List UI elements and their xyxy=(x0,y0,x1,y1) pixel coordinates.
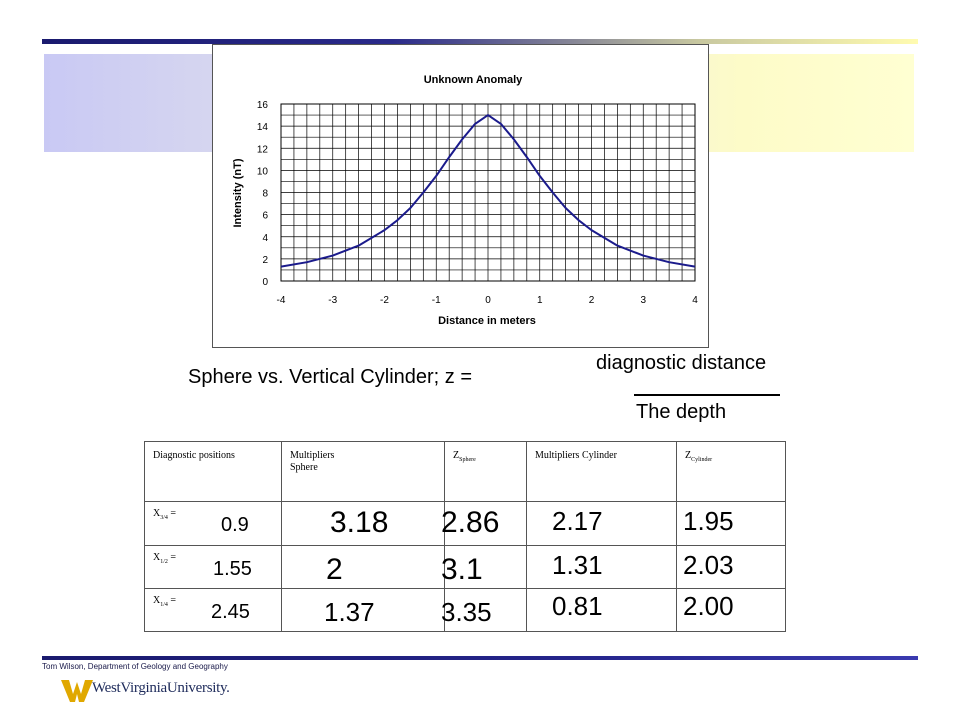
bottom-rule xyxy=(42,656,918,660)
header-multipliers-cylinder: Multipliers Cylinder xyxy=(526,441,677,502)
cell-mult-sphere: 2 xyxy=(281,545,445,589)
position-value: 1.55 xyxy=(213,558,252,580)
table-row: X3/4 = 0.9 3.18 2.86 2.17 1.95 xyxy=(144,501,786,546)
y-tick-label: 14 xyxy=(257,122,269,133)
y-tick-label: 2 xyxy=(262,255,268,266)
cell-z-sphere: 3.35 xyxy=(441,588,527,632)
cell-z-cylinder: 2.03 xyxy=(676,545,786,589)
cell-z-sphere: 3.1 xyxy=(441,545,527,589)
anomaly-chart: Unknown Anomaly Intensity (nT) Distance … xyxy=(212,44,709,348)
chart-x-axis-label: Distance in meters xyxy=(438,315,536,327)
footer-credit: Tom Wilson, Department of Geology and Ge… xyxy=(42,662,228,671)
wvu-logo-icon xyxy=(61,680,93,702)
y-tick-label: 12 xyxy=(257,144,269,155)
cell-mult-cylinder: 2.17 xyxy=(526,501,677,546)
series-line xyxy=(280,114,696,268)
formula-denominator: The depth xyxy=(636,401,727,423)
y-tick-label: 16 xyxy=(257,100,269,111)
cell-z-cylinder: 1.95 xyxy=(676,501,786,546)
y-tick-label: 0 xyxy=(262,277,268,288)
cell-mult-sphere: 3.18 xyxy=(281,501,445,546)
cell-position: X1/4 = 2.45 xyxy=(144,588,282,632)
header-z-cylinder: ZCylinder xyxy=(676,441,786,502)
x-tick-label: -3 xyxy=(328,295,337,306)
x-tick-label: 2 xyxy=(589,295,595,306)
fraction-bar xyxy=(634,394,780,396)
university-logo-text: WestVirginiaUniversity. xyxy=(92,680,230,696)
position-value: 2.45 xyxy=(211,601,250,623)
y-tick-label: 10 xyxy=(257,166,269,177)
chart-svg: Unknown Anomaly Intensity (nT) Distance … xyxy=(232,74,698,327)
x-tick-label: 3 xyxy=(640,295,646,306)
plot-area-border xyxy=(280,103,696,282)
x-tick-label: 1 xyxy=(537,295,543,306)
chart-y-axis-label: Intensity (nT) xyxy=(232,158,244,227)
x-tick-label: -2 xyxy=(380,295,389,306)
y-tick-label: 4 xyxy=(262,233,268,244)
cell-z-cylinder: 2.00 xyxy=(676,588,786,632)
y-tick-label: 6 xyxy=(262,211,268,222)
top-rule xyxy=(42,39,918,44)
header-z-sphere: ZSphere xyxy=(444,441,527,502)
formula-numerator: diagnostic distance xyxy=(596,352,767,374)
chart-grid xyxy=(280,103,696,282)
cell-position: X1/2 = 1.55 xyxy=(144,545,282,589)
cell-mult-sphere: 1.37 xyxy=(281,588,445,632)
x-tick-label: 4 xyxy=(692,295,698,306)
x-tick-label: -1 xyxy=(432,295,441,306)
table-header-row: Diagnostic positions Multipliers Sphere Z… xyxy=(144,441,786,502)
table-row: X1/2 = 1.55 2 3.1 1.31 2.03 xyxy=(144,545,786,589)
cell-mult-cylinder: 1.31 xyxy=(526,545,677,589)
cell-mult-cylinder: 0.81 xyxy=(526,588,677,632)
header-diagnostic-positions: Diagnostic positions xyxy=(144,441,282,502)
chart-title: Unknown Anomaly xyxy=(424,74,523,86)
formula-left: Sphere vs. Vertical Cylinder; z = xyxy=(188,366,473,388)
cell-position: X3/4 = 0.9 xyxy=(144,501,282,546)
diagnostic-table: Diagnostic positions Multipliers Sphere Z… xyxy=(144,441,786,632)
table-row: X1/4 = 2.45 1.37 3.35 0.81 2.00 xyxy=(144,588,786,632)
x-tick-label: -4 xyxy=(277,295,286,306)
cell-z-sphere: 2.86 xyxy=(441,501,527,546)
chart-series xyxy=(280,114,696,268)
header-multipliers-sphere: Multipliers Sphere xyxy=(281,441,445,502)
position-value: 0.9 xyxy=(221,514,249,536)
x-tick-label: 0 xyxy=(485,295,491,306)
y-tick-label: 8 xyxy=(262,189,268,200)
